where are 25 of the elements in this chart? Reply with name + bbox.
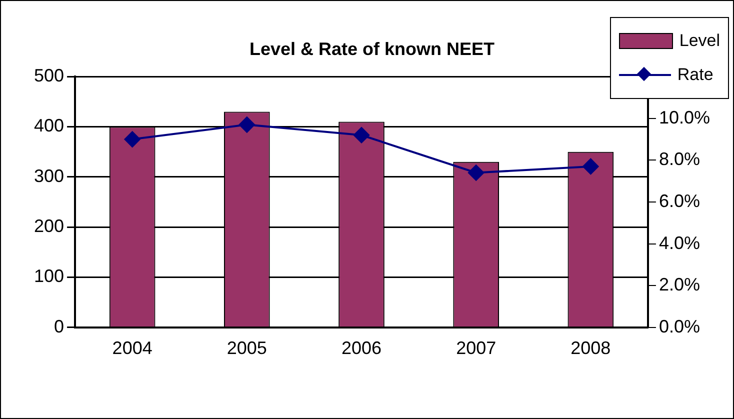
x-tick-label: 2008: [570, 338, 611, 358]
y-tick-label: 200: [34, 216, 64, 236]
point: [582, 158, 599, 174]
x-tick-label: 2005: [226, 338, 267, 358]
chart-title: Level & Rate of known NEET: [249, 38, 495, 59]
point: [124, 131, 140, 148]
point: [353, 127, 370, 144]
x-tick-label: 2007: [456, 338, 496, 358]
point: [468, 164, 484, 181]
legend-label: Rate: [677, 65, 714, 85]
x-tick-label: 2004: [112, 338, 152, 358]
y-tick-label: 0: [54, 316, 64, 336]
y-tick-label: 400: [34, 116, 64, 136]
x-tick-label: 2006: [341, 338, 382, 358]
y2-tick-label: 10.0%: [658, 107, 710, 128]
y2-tick-label: 6.0%: [658, 190, 700, 211]
legend-label: Level: [679, 31, 720, 51]
y-tick-label: 100: [34, 266, 64, 286]
y-tick-label: 300: [34, 166, 64, 186]
y2-tick-label: 4.0%: [658, 232, 700, 253]
y-tick-label: 500: [34, 66, 64, 86]
y2-tick-label: 0.0%: [658, 316, 700, 336]
y2-tick-label: 8.0%: [658, 149, 700, 170]
point: [238, 116, 255, 133]
y2-tick-label: 2.0%: [658, 274, 700, 295]
